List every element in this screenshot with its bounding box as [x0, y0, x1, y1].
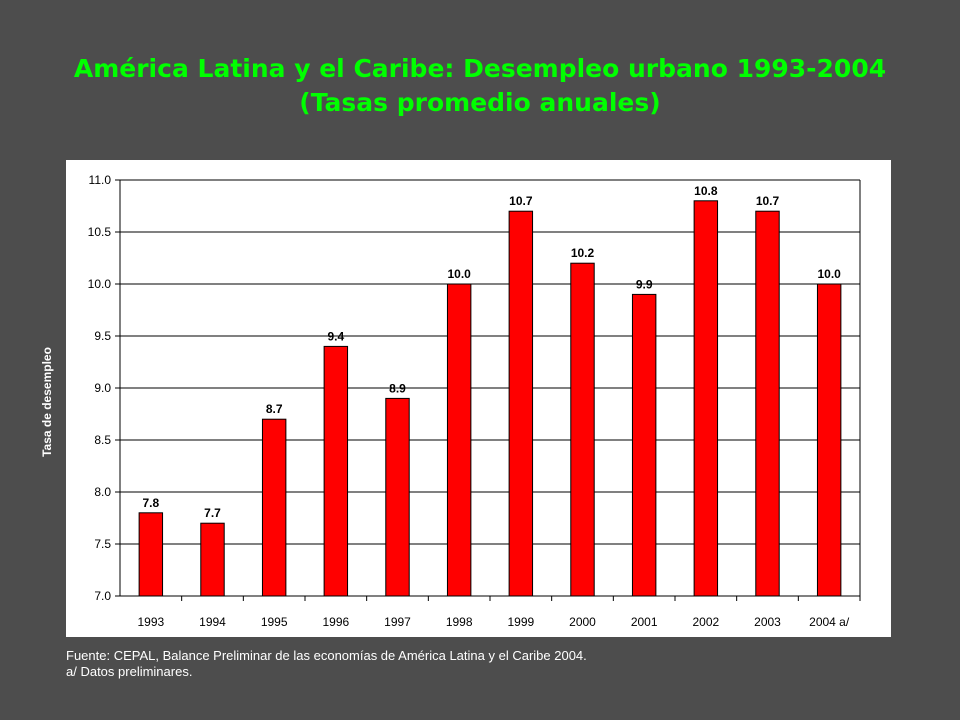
bar	[446, 283, 472, 597]
data-label: 10.7	[756, 194, 780, 208]
x-tick-label: 1997	[384, 615, 411, 629]
bar	[385, 397, 410, 597]
bar	[570, 262, 595, 597]
data-label: 7.8	[142, 496, 159, 510]
source-note: Fuente: CEPAL, Balance Preliminar de las…	[66, 648, 686, 680]
y-tick-label: 9.5	[94, 329, 111, 343]
chart-title: América Latina y el Caribe: Desempleo ur…	[0, 52, 960, 120]
x-tick-label: 1996	[322, 615, 349, 629]
bar	[816, 283, 842, 597]
bar	[755, 210, 780, 597]
bar	[323, 345, 349, 597]
bar	[508, 210, 534, 597]
x-tick-label: 1998	[446, 615, 473, 629]
y-tick-label: 7.5	[94, 537, 111, 551]
bar	[200, 522, 225, 597]
data-label: 9.9	[636, 277, 653, 291]
chart-title-line2: (Tasas promedio anuales)	[299, 88, 661, 117]
data-label: 10.0	[817, 267, 841, 281]
source-text: Fuente: CEPAL, Balance Preliminar de las…	[66, 648, 587, 663]
data-label: 7.7	[204, 506, 221, 520]
x-tick-label: 2004 a/	[809, 615, 850, 629]
bar	[261, 418, 287, 597]
chart-title-line1: América Latina y el Caribe: Desempleo ur…	[73, 54, 887, 83]
y-axis-label: Tasa de desempleo	[40, 347, 54, 457]
data-label: 10.8	[694, 184, 718, 198]
bar-chart: 7.0 7.5 8.0 8.5 9.0 9.5 10.0 10.5 11.0 7.8 1993 7.7…	[88, 173, 861, 629]
bar	[138, 512, 164, 597]
data-label: 9.4	[327, 329, 344, 343]
x-tick-label: 1999	[507, 615, 534, 629]
data-label: 10.0	[447, 267, 471, 281]
y-tick-label: 9.0	[94, 381, 111, 395]
chart-panel: 7.0 7.5 8.0 8.5 9.0 9.5 10.0 10.5 11.0 7.8 1993 7.7…	[66, 160, 891, 637]
y-tick-label: 10.5	[88, 225, 112, 239]
data-label: 10.7	[509, 194, 533, 208]
y-tick-label: 8.5	[94, 433, 111, 447]
x-tick-label: 2003	[754, 615, 781, 629]
y-tick-label: 7.0	[94, 589, 111, 603]
data-label: 10.2	[571, 246, 595, 260]
x-tick-label: 1995	[261, 615, 288, 629]
bar	[631, 293, 657, 597]
footnote-text: a/ Datos preliminares.	[66, 664, 193, 679]
y-tick-label: 10.0	[88, 277, 112, 291]
data-label: 8.9	[389, 381, 406, 395]
x-tick-label: 2001	[631, 615, 658, 629]
bar	[693, 200, 719, 597]
y-tick-label: 11.0	[89, 173, 112, 187]
x-tick-label: 1993	[137, 615, 164, 629]
x-tick-label: 2000	[569, 615, 596, 629]
x-tick-label: 1994	[199, 615, 226, 629]
x-tick-label: 2002	[692, 615, 719, 629]
data-label: 8.7	[266, 402, 283, 416]
y-tick-label: 8.0	[94, 485, 111, 499]
